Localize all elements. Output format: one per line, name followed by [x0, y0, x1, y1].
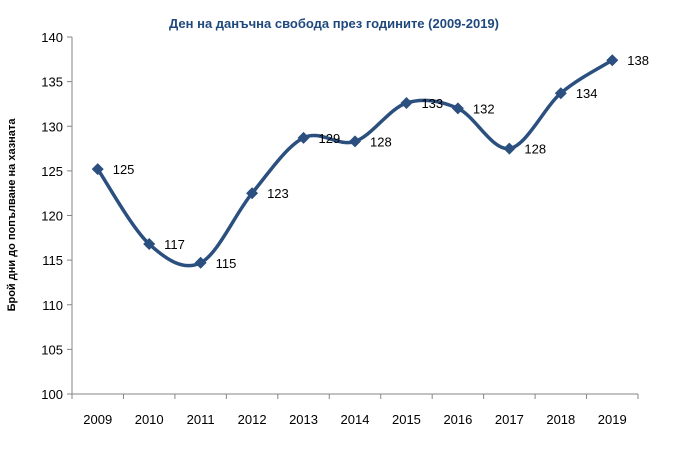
data-point-marker [194, 256, 207, 269]
data-label: 115 [216, 256, 237, 271]
data-point-marker [143, 238, 156, 251]
data-label: 125 [113, 162, 135, 177]
chart-title: Ден на данъчна свобода през годините (20… [169, 16, 499, 31]
y-tick-label: 120 [41, 209, 63, 224]
series-group: 125 117 115 123 129 128 133 132 128 134 138 [91, 53, 649, 271]
data-label: 129 [319, 131, 341, 146]
x-tick-label: 2018 [546, 412, 575, 427]
series-line [96, 58, 614, 268]
x-tick-label: 2012 [238, 412, 267, 427]
x-tick-label: 2013 [289, 412, 318, 427]
data-point-marker [400, 97, 413, 110]
x-tick-label: 2009 [83, 412, 112, 427]
data-point-marker [297, 131, 310, 144]
x-tick-label: 2017 [495, 412, 524, 427]
data-point-marker [91, 163, 104, 176]
x-tick-label: 2015 [392, 412, 421, 427]
data-label: 132 [473, 101, 495, 116]
x-tick-label: 2010 [135, 412, 164, 427]
y-axis-ticks: 100 105 110 115 120 125 130 135 140 [41, 30, 72, 402]
data-point-marker [503, 142, 516, 155]
data-point-marker [606, 54, 619, 67]
y-axis-label: Брой дни до попълване на хазната [6, 118, 18, 312]
data-label: 123 [267, 186, 289, 201]
data-label: 134 [576, 86, 598, 101]
data-label: 128 [524, 142, 546, 157]
y-tick-label: 125 [41, 164, 63, 179]
data-point-marker [554, 87, 567, 100]
y-tick-label: 115 [42, 253, 63, 268]
x-tick-label: 2019 [598, 412, 627, 427]
y-tick-label: 130 [41, 119, 63, 134]
y-tick-label: 140 [41, 30, 63, 45]
data-label: 128 [370, 134, 392, 149]
data-point-marker [451, 102, 464, 115]
x-tick-label: 2016 [443, 412, 472, 427]
data-label: 133 [421, 96, 443, 111]
x-axis-ticks: 2009 2010 2011 2012 2013 2014 2015 2016 2017 2018… [71, 394, 639, 427]
data-point-marker [349, 135, 361, 148]
y-tick-label: 135 [41, 75, 63, 90]
data-label: 117 [164, 237, 185, 252]
y-tick-label: 100 [41, 387, 63, 402]
y-tick-label: 105 [41, 342, 63, 357]
data-point-marker [246, 187, 259, 200]
y-tick-label: 110 [42, 298, 63, 313]
data-label: 138 [627, 53, 649, 68]
x-tick-label: 2014 [341, 412, 370, 427]
x-tick-label: 2011 [187, 412, 215, 427]
